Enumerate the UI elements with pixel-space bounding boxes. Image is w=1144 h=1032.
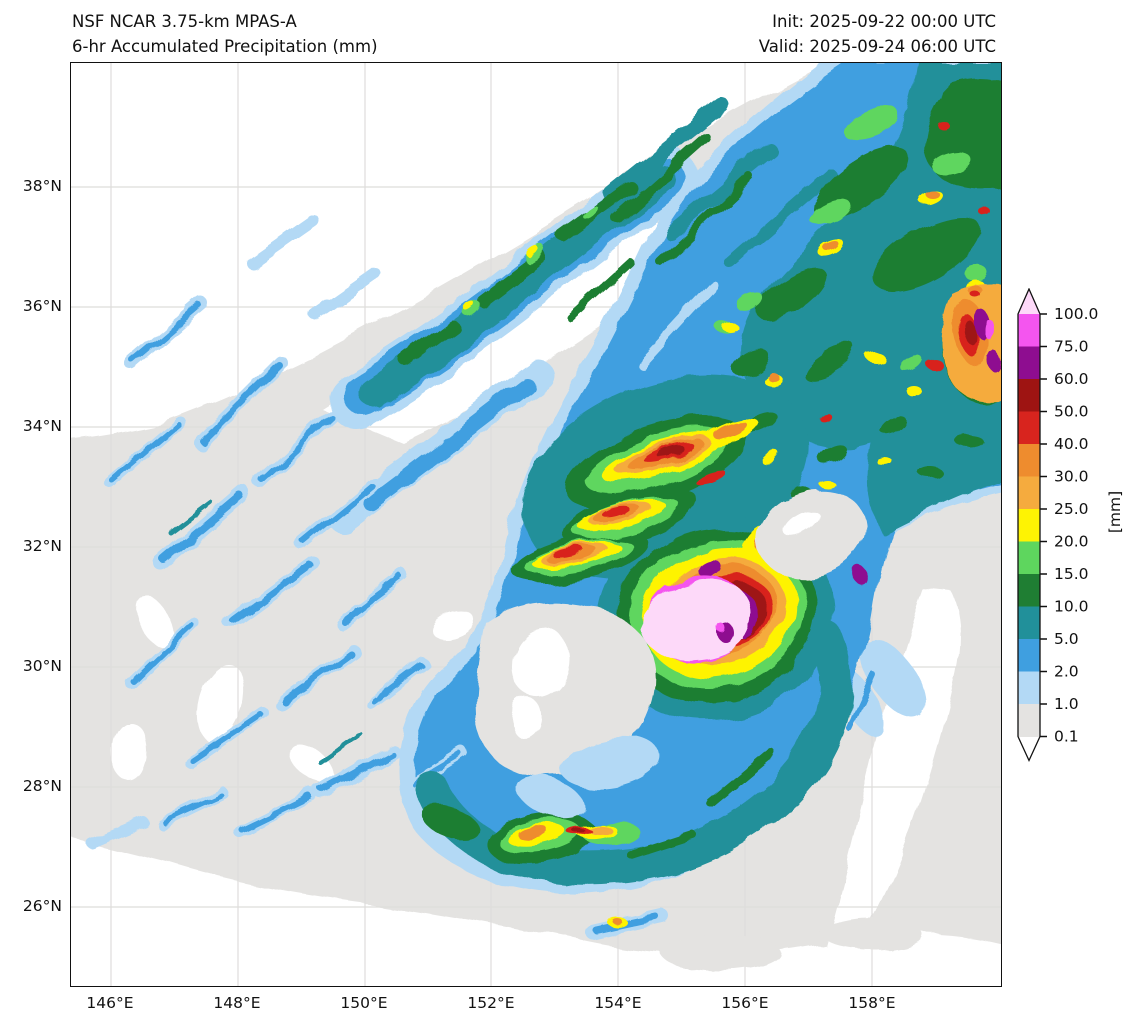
colorbar-level-label-100.0: 100.0	[1054, 305, 1098, 323]
colorbar-band-0	[1018, 314, 1040, 347]
title-line-1: NSF NCAR 3.75-km MPAS-A	[72, 12, 297, 31]
colorbar-level-label-5.0: 5.0	[1054, 630, 1079, 648]
y-tick-label-36N: 36°N	[22, 297, 62, 315]
precipitation-field	[86, 63, 1001, 971]
colorbar-level-label-25.0: 25.0	[1054, 500, 1089, 518]
colorbar-band-4	[1018, 444, 1040, 477]
colorbar-band-5	[1018, 476, 1040, 510]
colorbar-level-label-40.0: 40.0	[1054, 435, 1089, 453]
plot-title: NSF NCAR 3.75-km MPAS-A 6-hr Accumulated …	[72, 9, 378, 59]
colorbar-level-label-2.0: 2.0	[1054, 663, 1079, 681]
colorbar-level-label-30.0: 30.0	[1054, 468, 1089, 486]
colorbar-under-arrow	[1018, 736, 1040, 761]
colorbar-level-label-50.0: 50.0	[1054, 403, 1089, 421]
colorbar-level-label-10.0: 10.0	[1054, 598, 1089, 616]
precipitation-map	[71, 63, 1001, 986]
colorbar-band-8	[1018, 574, 1040, 607]
colorbar-unit-label: [mm]	[1106, 490, 1124, 534]
precip-colorbar: 100.0 75.0 60.0 50.0 40.0 30.0 25.0 20.0 15.0 10.…	[1017, 288, 1098, 763]
x-tick-label-152E: 152°E	[467, 994, 515, 1012]
colorbar-level-label-60.0: 60.0	[1054, 370, 1089, 388]
colorbar-level-label-15.0: 15.0	[1054, 565, 1089, 583]
colorbar-band-1	[1018, 346, 1040, 380]
valid-time-label: Valid: 2025-09-24 06:00 UTC	[758, 37, 996, 56]
map-axes-frame	[70, 62, 1002, 987]
y-tick-label-30N: 30°N	[22, 657, 62, 675]
colorbar-band-9	[1018, 606, 1040, 640]
y-tick-label-26N: 26°N	[22, 897, 62, 915]
init-time-label: Init: 2025-09-22 00:00 UTC	[772, 12, 996, 31]
colorbar-over-arrow	[1018, 289, 1040, 314]
timestamp-block: Init: 2025-09-22 00:00 UTC Valid: 2025-09…	[759, 9, 996, 59]
colorbar-level-label-1.0: 1.0	[1054, 695, 1079, 713]
y-tick-label-32N: 32°N	[22, 537, 62, 555]
y-tick-label-38N: 38°N	[22, 177, 62, 195]
x-tick-label-154E: 154°E	[594, 994, 642, 1012]
y-tick-label-28N: 28°N	[22, 777, 62, 795]
colorbar-level-label-20.0: 20.0	[1054, 533, 1089, 551]
colorbar-level-label-0.1: 0.1	[1054, 728, 1079, 746]
colorbar-band-11	[1018, 671, 1040, 705]
y-tick-label-34N: 34°N	[22, 417, 62, 435]
colorbar-band-7	[1018, 541, 1040, 575]
colorbar-band-6	[1018, 509, 1040, 542]
x-tick-label-150E: 150°E	[340, 994, 388, 1012]
x-tick-label-156E: 156°E	[721, 994, 769, 1012]
colorbar-band-2	[1018, 379, 1040, 412]
colorbar-band-3	[1018, 411, 1040, 445]
title-line-2: 6-hr Accumulated Precipitation (mm)	[72, 37, 378, 56]
colorbar-band-10	[1018, 639, 1040, 672]
x-tick-label-146E: 146°E	[86, 994, 134, 1012]
colorbar-band-12	[1018, 704, 1040, 737]
x-tick-label-158E: 158°E	[848, 994, 896, 1012]
colorbar-level-label-75.0: 75.0	[1054, 338, 1089, 356]
x-tick-label-148E: 148°E	[213, 994, 261, 1012]
